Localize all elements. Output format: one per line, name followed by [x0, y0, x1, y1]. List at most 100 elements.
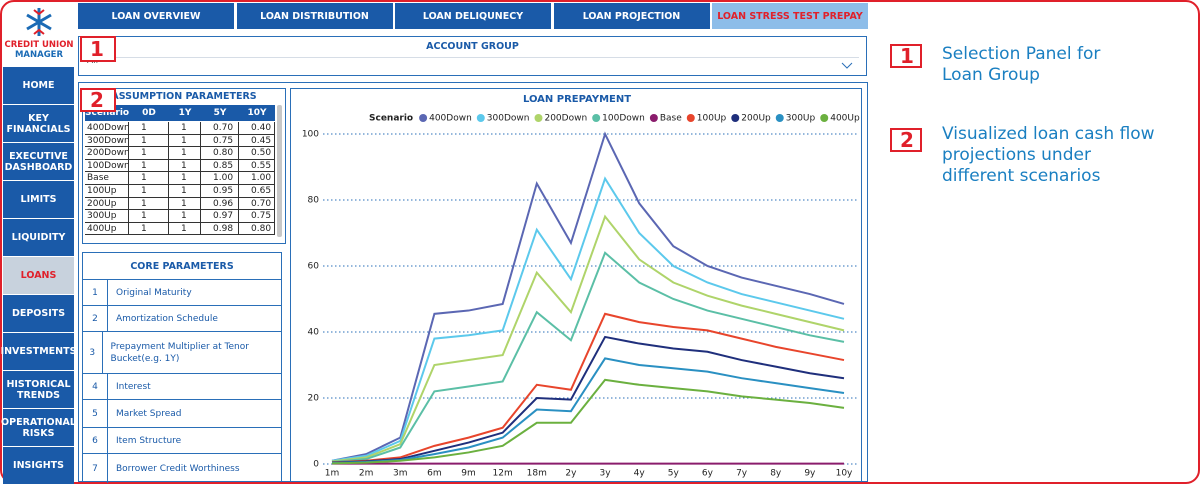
core-row: 6 Item Structure [83, 427, 281, 453]
core-text: Amortization Schedule [107, 306, 226, 331]
core-number: 6 [92, 435, 98, 446]
table-cell: 1 [169, 210, 201, 223]
core-number: 7 [92, 463, 98, 474]
table-cell: 1 [129, 172, 169, 185]
table-cell: 1.00 [239, 172, 275, 185]
core-row: 7 Borrower Credit Worthiness [83, 453, 281, 483]
legend-label: 200Up [741, 114, 771, 124]
table-cell: 400Up [85, 222, 129, 236]
table-cell: 200Up [85, 197, 129, 211]
annotation-badge-2: 2 [890, 128, 922, 152]
table-cell: 0.70 [239, 197, 275, 211]
legend-swatch [820, 114, 829, 122]
legend-label: 400Down [429, 114, 472, 124]
table-header: 0D [129, 105, 169, 121]
table-header: 1Y [169, 105, 201, 121]
account-group-dropdown[interactable]: All [87, 57, 859, 73]
series-line [331, 131, 845, 462]
legend-label: 400Up [830, 114, 860, 124]
series-line [331, 378, 845, 465]
dropdown-chevron [841, 62, 853, 69]
tab[interactable]: LOAN DELIQUNECY [395, 3, 551, 29]
core-row: 3 Prepayment Multiplier at Tenor Bucket(e… [83, 331, 281, 373]
x-tick-label: 10y [836, 469, 853, 479]
x-tick-label: 3m [393, 469, 408, 479]
series-line [331, 251, 845, 464]
nav-item[interactable]: HOME [3, 67, 74, 104]
table-cell: 1 [129, 197, 169, 211]
core-text: Borrower Credit Worthiness [107, 454, 248, 483]
legend-swatch [592, 114, 601, 122]
x-tick-label: 12m [493, 469, 513, 479]
table-header: 10Y [239, 105, 275, 121]
legend-swatch [775, 114, 784, 122]
tab[interactable]: LOAN PROJECTION [553, 3, 710, 29]
annotation-text-2: Visualized loan cash flow projections un… [942, 124, 1155, 186]
assumption-title: ASSUMPTION PARAMETERS [111, 91, 257, 102]
core-number: 1 [92, 287, 98, 298]
logo-line-2: MANAGER [14, 50, 64, 60]
legend-swatch [686, 114, 695, 122]
legend-label: 200Down [544, 114, 587, 124]
table-cell: 1 [169, 197, 201, 211]
table-cell: 0.85 [201, 159, 239, 173]
assumption-panel: ASSUMPTION PARAMETERS Scenario 0D 1Y 5Y 10Y 4… [82, 88, 286, 244]
table-cell: 1 [169, 172, 201, 185]
nav-item[interactable]: INVESTMENTS [1, 333, 76, 370]
y-tick-label: 80 [308, 196, 320, 206]
nav-item[interactable]: LOANS [3, 257, 74, 294]
nav-item[interactable]: KEY FINANCIALS [3, 105, 74, 142]
table-cell: 1 [129, 185, 169, 198]
tab[interactable]: LOAN DISTRIBUTION [236, 3, 393, 29]
core-row: 2 Amortization Schedule [83, 305, 281, 331]
tab[interactable]: LOAN STRESS TEST PREPAY [712, 3, 868, 29]
core-title: CORE PARAMETERS [130, 261, 234, 272]
y-tick-label: 0 [313, 460, 319, 470]
nav-item[interactable]: LIQUIDITY [3, 219, 74, 256]
x-tick-label: 4y [634, 469, 646, 479]
nav-item[interactable]: OPERATIONAL RISKS [1, 409, 76, 446]
legend-label: 300Down [487, 114, 530, 124]
legend-swatch [731, 114, 740, 122]
table-cell: 1.00 [201, 172, 239, 185]
table-cell: 200Down [85, 147, 129, 160]
table-cell: 0.65 [239, 185, 275, 198]
table-header: 5Y [201, 105, 239, 121]
legend-label: 100Up [697, 114, 727, 124]
x-tick-label: 6m [427, 469, 442, 479]
nav-item[interactable]: EXECUTIVE DASHBOARD [3, 143, 74, 180]
legend-swatch [649, 114, 658, 122]
table-cell: Base [85, 172, 129, 185]
table-cell: 400Down [85, 122, 129, 135]
series-line [331, 176, 845, 462]
x-tick-label: 5y [668, 469, 680, 479]
table-cell: 1 [129, 222, 169, 236]
logo-line-1: CREDIT UNION [4, 40, 74, 50]
x-tick-label: 9y [804, 469, 816, 479]
x-tick-label: 7y [736, 469, 748, 479]
badge-2: 2 [80, 88, 116, 112]
table-cell: 100Up [85, 185, 129, 198]
legend-swatch [534, 114, 543, 122]
legend-swatch [476, 114, 485, 122]
nav-item[interactable]: DEPOSITS [3, 295, 74, 332]
table-cell: 0.98 [201, 222, 239, 236]
table-cell: 1 [129, 210, 169, 223]
table-cell: 1 [129, 147, 169, 160]
loan-prepayment-chart: LOAN PREPAYMENT 0 20 40 60 80 100 1m 2m 3m 6m 9m 12… [290, 88, 862, 482]
table-cell: 300Up [85, 210, 129, 223]
scrollbar[interactable] [277, 105, 282, 237]
nav-item[interactable]: LIMITS [3, 181, 74, 218]
tab[interactable]: LOAN OVERVIEW [78, 3, 234, 29]
legend-title: Scenario [369, 114, 413, 124]
annotation-text-1: Selection Panel for Loan Group [942, 44, 1101, 85]
chart-title: LOAN PREPAYMENT [523, 94, 631, 105]
table-cell: 100Down [85, 159, 129, 173]
table-cell: 0.75 [239, 210, 275, 223]
nav-item[interactable]: HISTORICAL TRENDS [3, 371, 74, 408]
table-cell: 1 [169, 222, 201, 236]
table-cell: 1 [129, 122, 169, 135]
badge-1: 1 [80, 36, 116, 62]
x-tick-label: 8y [770, 469, 782, 479]
nav-item[interactable]: INSIGHTS [3, 447, 74, 484]
